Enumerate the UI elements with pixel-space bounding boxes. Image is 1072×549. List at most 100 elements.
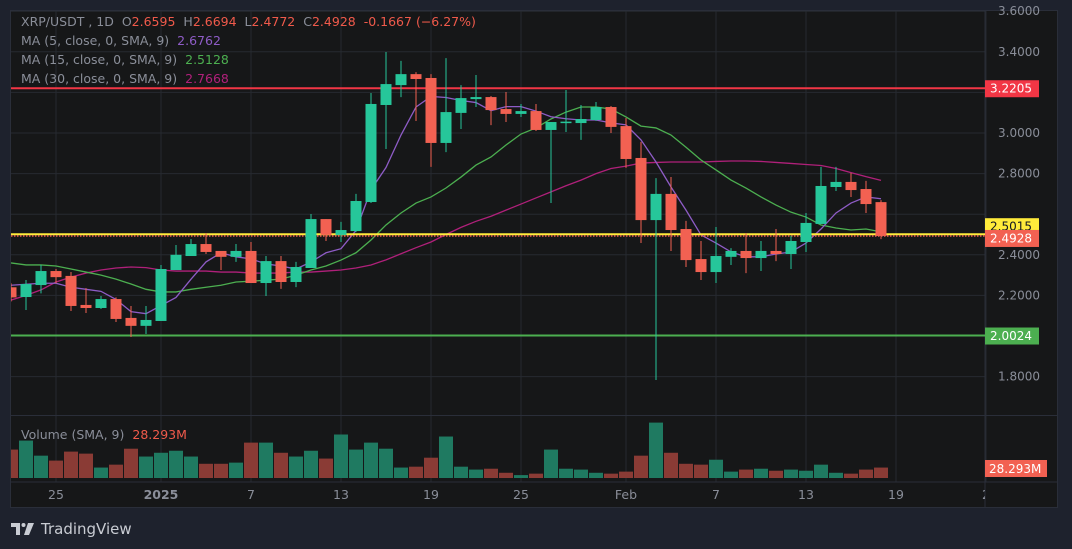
volume-bar [454,466,468,478]
candle [575,104,587,140]
candle-body [260,261,272,284]
candle [305,213,317,268]
candle-body [350,201,362,232]
volume-bar [439,436,453,478]
volume-bar [469,469,483,478]
volume-bar [49,460,63,478]
candle [485,96,497,126]
symbol-label: XRP/USDT , 1D [21,14,114,29]
candle-body [470,97,482,100]
candle-body [80,304,92,308]
ma5-label: MA (5, close, 0, SMA, 9) [21,33,170,48]
candle [125,305,137,338]
candle-body [485,97,497,111]
volume-bar [124,448,138,478]
volume-bar [694,464,708,478]
candle-body [560,121,572,124]
volume-bar [649,422,663,478]
candle [380,52,392,150]
candle [545,122,557,204]
candle-body [305,219,317,268]
volume-bar [409,466,423,478]
candle-body [125,317,137,326]
candle-body [650,193,662,221]
candle-body [710,256,722,273]
close-value: 2.4928 [311,14,356,29]
candle-body [725,250,737,257]
candle-body [65,275,77,306]
volume-bar [844,473,858,478]
candle [650,178,662,381]
candle-body [50,271,62,278]
time-tick-label: 13 [798,487,814,502]
high-label: H [183,14,193,29]
candle-body [20,284,32,298]
time-tick-label: 19 [423,487,439,502]
low-label: L [244,14,252,29]
ma15-legend[interactable]: MA (15, close, 0, SMA, 9) 2.5128 [21,52,233,67]
resistance-line-price-label: 3.2205 [990,82,1032,96]
candle [110,297,122,322]
volume-bar [739,469,753,478]
low-value: 2.4772 [251,14,296,29]
volume-legend[interactable]: Volume (SMA, 9) 28.293M [21,427,191,442]
volume-bar [829,472,843,478]
ma30-legend[interactable]: MA (30, close, 0, SMA, 9) 2.7668 [21,71,233,86]
volume-bar [109,464,123,478]
candle [680,220,692,267]
support-line-price-label: 2.0024 [990,329,1032,343]
volume-bar [574,469,588,478]
volume-bar [11,449,18,478]
candle-body [500,109,512,114]
candle-body [395,74,407,86]
ma5-legend[interactable]: MA (5, close, 0, SMA, 9) 2.6762 [21,33,225,48]
volume-bar [214,463,228,478]
candle-body [215,250,227,257]
candle [710,226,722,284]
price-axis: 3.6000 3.4000 3.0000 2.8000 2.4000 2.2000 1.80… [998,4,1040,383]
volume-bar [709,459,723,478]
volume-bar [379,448,393,478]
time-tick-label: 25 [48,487,64,502]
candle-body [110,299,122,319]
volume-bar [634,455,648,478]
open-value: 2.6595 [131,14,176,29]
candle [590,101,602,121]
price-tick-label: 1.8000 [998,370,1040,384]
volume-bar [34,455,48,478]
candle-body [575,118,587,124]
volume-bar [64,451,78,478]
volume-bar [814,464,828,478]
candle-body [605,107,617,127]
candle-body [770,250,782,254]
open-label: O [121,14,132,29]
price-plot [11,52,985,381]
volume-bar [514,475,528,478]
candle [455,85,467,129]
volume-bars [11,422,888,478]
candle [845,172,857,197]
candle-body [755,250,767,259]
candle-body [590,107,602,121]
volume-sma-value: 28.293M [132,427,187,442]
candle-body [200,244,212,252]
volume-bar [19,440,33,478]
candle-body [35,271,47,286]
candle [335,221,347,243]
price-tick-label: 2.2000 [998,288,1040,302]
volume-bar [424,457,438,478]
volume-bar [184,456,198,478]
ma30-value: 2.7668 [185,71,229,86]
volume-bar [754,468,768,478]
time-axis: 25 2025 7 13 19 25 Feb 7 13 19 2 [48,487,985,502]
candle-body [800,222,812,243]
chart-panel[interactable] [10,10,1058,508]
tradingview-logo[interactable]: TradingView [11,520,132,538]
volume-bar [499,472,513,478]
candle [740,233,752,274]
candle [665,177,677,251]
candle [515,103,527,117]
candle-body [665,193,677,231]
candle-body [830,181,842,187]
